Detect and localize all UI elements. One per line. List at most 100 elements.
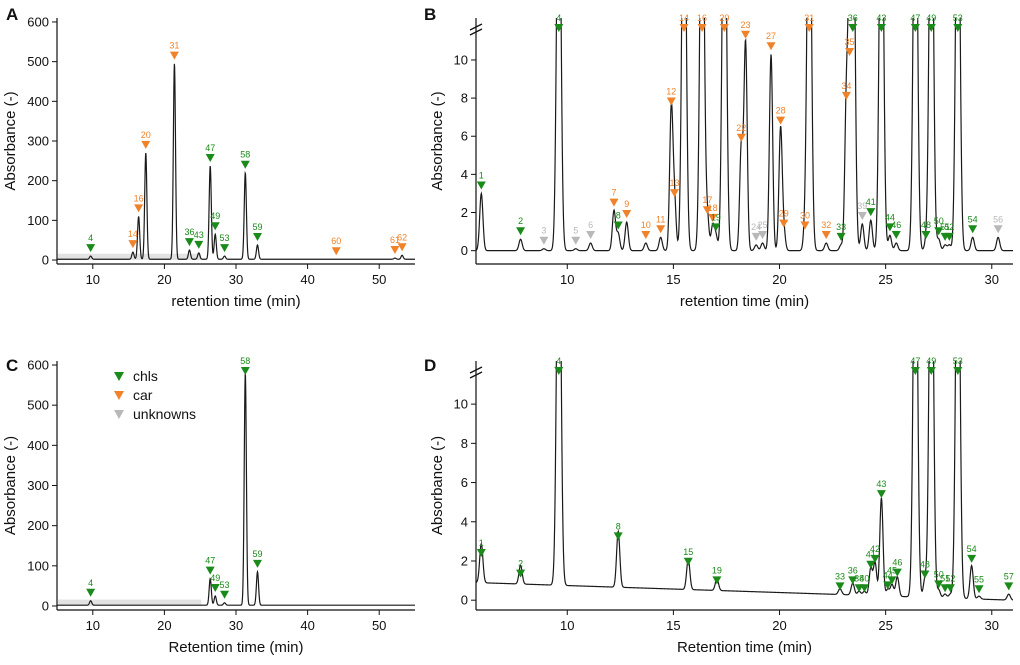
- peak-marker: [934, 580, 944, 589]
- peak-marker: [892, 568, 902, 577]
- peak-marker: [669, 189, 679, 198]
- peak-label: 60: [331, 236, 341, 246]
- peak-marker: [86, 588, 96, 597]
- peak-label: 22: [736, 123, 746, 133]
- y-tick-label: 4: [461, 514, 468, 529]
- peak-marker: [876, 24, 886, 32]
- peak-label: 47: [205, 556, 215, 566]
- peak-marker: [141, 140, 151, 149]
- peak-marker: [666, 97, 676, 106]
- peak-marker: [910, 24, 920, 32]
- y-tick-label: 0: [461, 593, 468, 608]
- peak-label: 44: [883, 570, 893, 580]
- peak-label: 7: [611, 188, 616, 198]
- peak-marker: [205, 566, 215, 575]
- peak-marker: [128, 240, 138, 249]
- peak-label: 6: [588, 220, 593, 230]
- x-tick-label: 40: [300, 272, 314, 287]
- legend-marker: [114, 410, 124, 419]
- x-tick-label: 10: [86, 618, 100, 633]
- x-tick-label: 30: [985, 272, 999, 287]
- peak-label: 12: [666, 87, 676, 97]
- peak-marker: [516, 569, 526, 578]
- peak-marker: [220, 244, 230, 253]
- peak-marker: [679, 24, 689, 32]
- peak-label: 49: [210, 211, 220, 221]
- peak-label: 43: [876, 13, 886, 23]
- peak-label: 33: [835, 571, 845, 581]
- peak-label: 2: [518, 559, 523, 569]
- peak-label: 24: [751, 222, 761, 232]
- peak-label: 5: [573, 226, 578, 236]
- peak-marker: [920, 570, 930, 579]
- y-tick-label: 100: [27, 558, 49, 573]
- peak-label: 54: [968, 214, 978, 224]
- peak-marker: [719, 24, 729, 32]
- peak-label: 33: [836, 222, 846, 232]
- peak-marker: [702, 206, 712, 215]
- peak-label: 36: [848, 13, 858, 23]
- peak-label: 20: [141, 130, 151, 140]
- peak-marker: [613, 532, 623, 541]
- peak-label: 35: [845, 37, 855, 47]
- peak-label: 1: [479, 170, 484, 180]
- peak-marker: [821, 231, 831, 240]
- peak-marker: [953, 367, 963, 375]
- x-tick-label: 15: [666, 272, 680, 287]
- peak-label: 27: [766, 31, 776, 41]
- panel-a-chart: A10 20 30 40 500100200300400500600retention …: [2, 5, 415, 310]
- peak-marker: [397, 243, 407, 252]
- peak-marker: [859, 584, 869, 593]
- peak-marker: [712, 576, 722, 585]
- peak-marker: [968, 225, 978, 234]
- y-axis-label: Absorbance (-): [429, 91, 446, 190]
- peak-label: 38: [854, 573, 864, 583]
- x-tick-label: 30: [229, 618, 243, 633]
- peak-marker: [921, 231, 931, 240]
- x-tick-label: 10: [560, 618, 574, 633]
- peak-label: 43: [876, 479, 886, 489]
- peak-label: 51: [940, 222, 950, 232]
- peak-label: 19: [711, 212, 721, 222]
- peak-marker: [134, 204, 144, 213]
- y-axis-label: Absorbance (-): [2, 91, 19, 190]
- peak-marker: [934, 227, 944, 236]
- panel-label: D: [424, 356, 436, 375]
- y-tick-label: 500: [27, 398, 49, 413]
- axis-break-mark: [469, 366, 483, 374]
- peak-marker: [252, 559, 262, 568]
- x-tick-label: 25: [878, 618, 892, 633]
- peak-label: 61: [390, 235, 400, 245]
- peak-marker: [184, 238, 194, 247]
- legend-marker: [114, 372, 124, 381]
- y-tick-label: 2: [461, 205, 468, 220]
- x-tick-label: 20: [772, 618, 786, 633]
- peak-label: 36: [184, 227, 194, 237]
- peak-marker: [741, 30, 751, 39]
- y-tick-label: 200: [27, 173, 49, 188]
- peak-marker: [944, 232, 954, 241]
- peak-label: 58: [240, 150, 250, 160]
- peak-marker: [656, 225, 666, 234]
- peak-marker: [571, 236, 581, 245]
- peak-label: 2: [518, 216, 523, 226]
- peak-label: 31: [169, 41, 179, 51]
- x-axis-label: retention time (min): [680, 293, 809, 310]
- peak-label: 9: [624, 199, 629, 209]
- peak-label: 15: [683, 547, 693, 557]
- peak-label: 53: [953, 13, 963, 23]
- peak-marker: [945, 584, 955, 593]
- x-tick-label: 25: [878, 272, 892, 287]
- peak-label: 47: [910, 13, 920, 23]
- legend-label: chls: [133, 368, 158, 384]
- peak-marker: [974, 585, 984, 594]
- peak-marker: [766, 42, 776, 51]
- peak-label: 46: [891, 220, 901, 230]
- peak-label: 32: [821, 220, 831, 230]
- peak-marker: [476, 548, 486, 557]
- peak-marker: [887, 576, 897, 585]
- peak-label: 56: [993, 214, 1003, 224]
- peak-marker: [210, 222, 220, 231]
- peak-marker: [993, 225, 1003, 234]
